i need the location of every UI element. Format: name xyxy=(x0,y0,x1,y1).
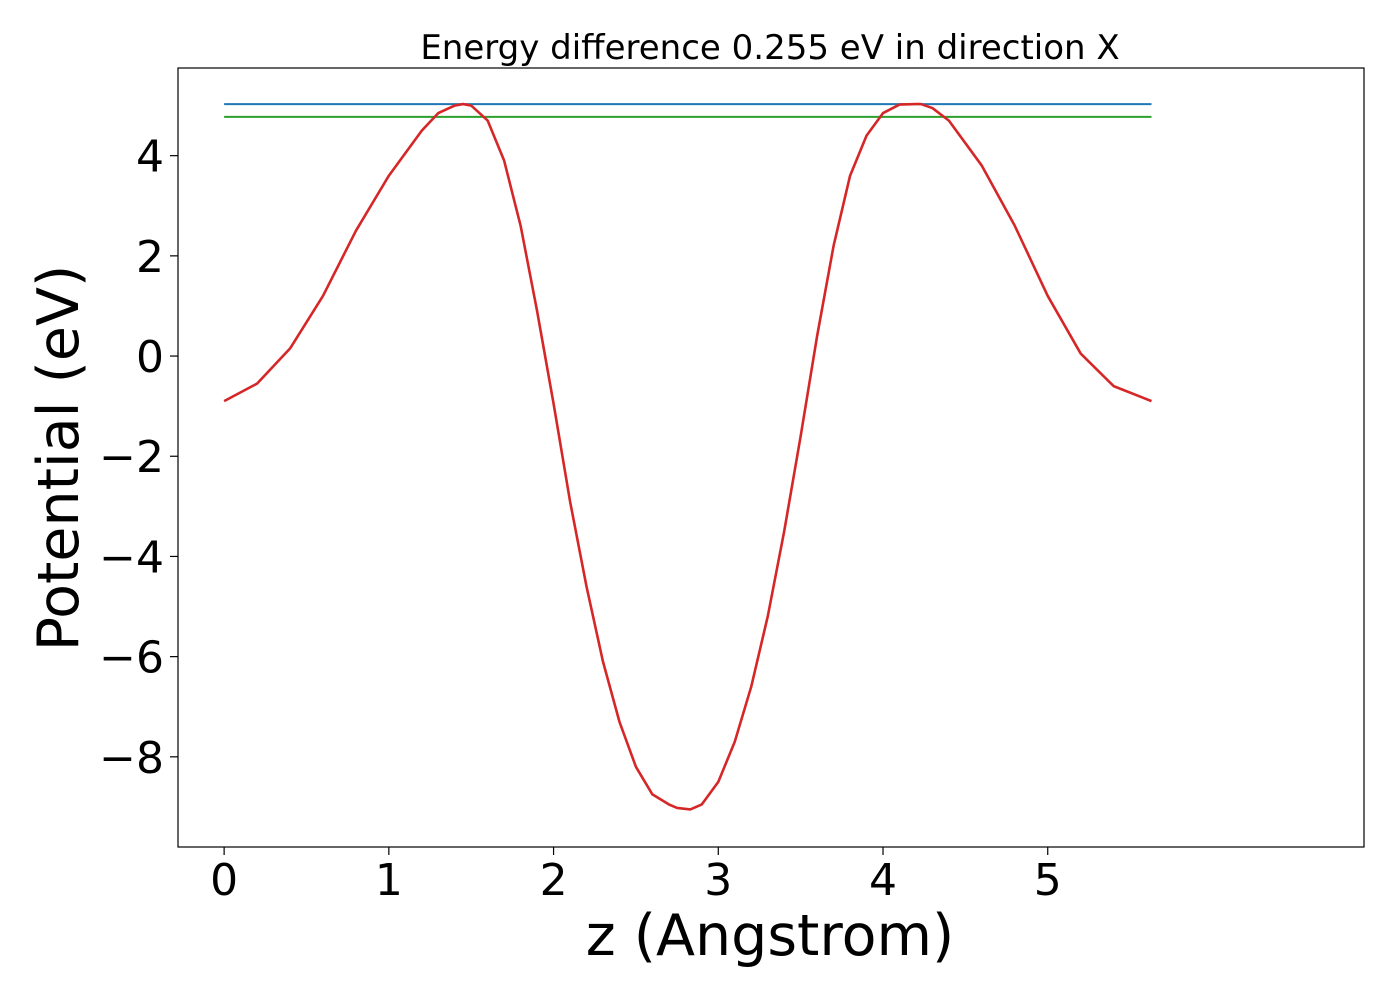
axes-frame xyxy=(177,67,1365,848)
y-tick-label: 4 xyxy=(136,132,164,183)
chart-title: Energy difference 0.255 eV in direction … xyxy=(420,28,1119,68)
plot-area xyxy=(177,67,1365,848)
series-line-3 xyxy=(223,102,1152,811)
x-tick-label: 2 xyxy=(540,855,568,906)
y-axis-ticks: 4 2 0 −2 −4 −6 −8 xyxy=(99,132,178,784)
x-tick-label: 4 xyxy=(869,855,897,906)
x-tick-label: 1 xyxy=(375,855,403,906)
x-tick-label: 5 xyxy=(1034,855,1062,906)
y-tick-label: −8 xyxy=(99,733,164,784)
x-axis-label: z (Angstrom) xyxy=(586,903,954,969)
x-tick-label: 0 xyxy=(210,855,238,906)
y-tick-label: −4 xyxy=(99,532,164,583)
y-tick-label: −6 xyxy=(99,633,164,684)
y-tick-label: 0 xyxy=(136,332,164,383)
y-tick-label: −2 xyxy=(99,432,164,483)
x-axis-ticks: 0 1 2 3 4 5 xyxy=(210,847,1062,906)
y-tick-label: 2 xyxy=(136,232,164,283)
y-axis-label: Potential (eV) xyxy=(26,265,92,651)
x-tick-label: 3 xyxy=(704,855,732,906)
